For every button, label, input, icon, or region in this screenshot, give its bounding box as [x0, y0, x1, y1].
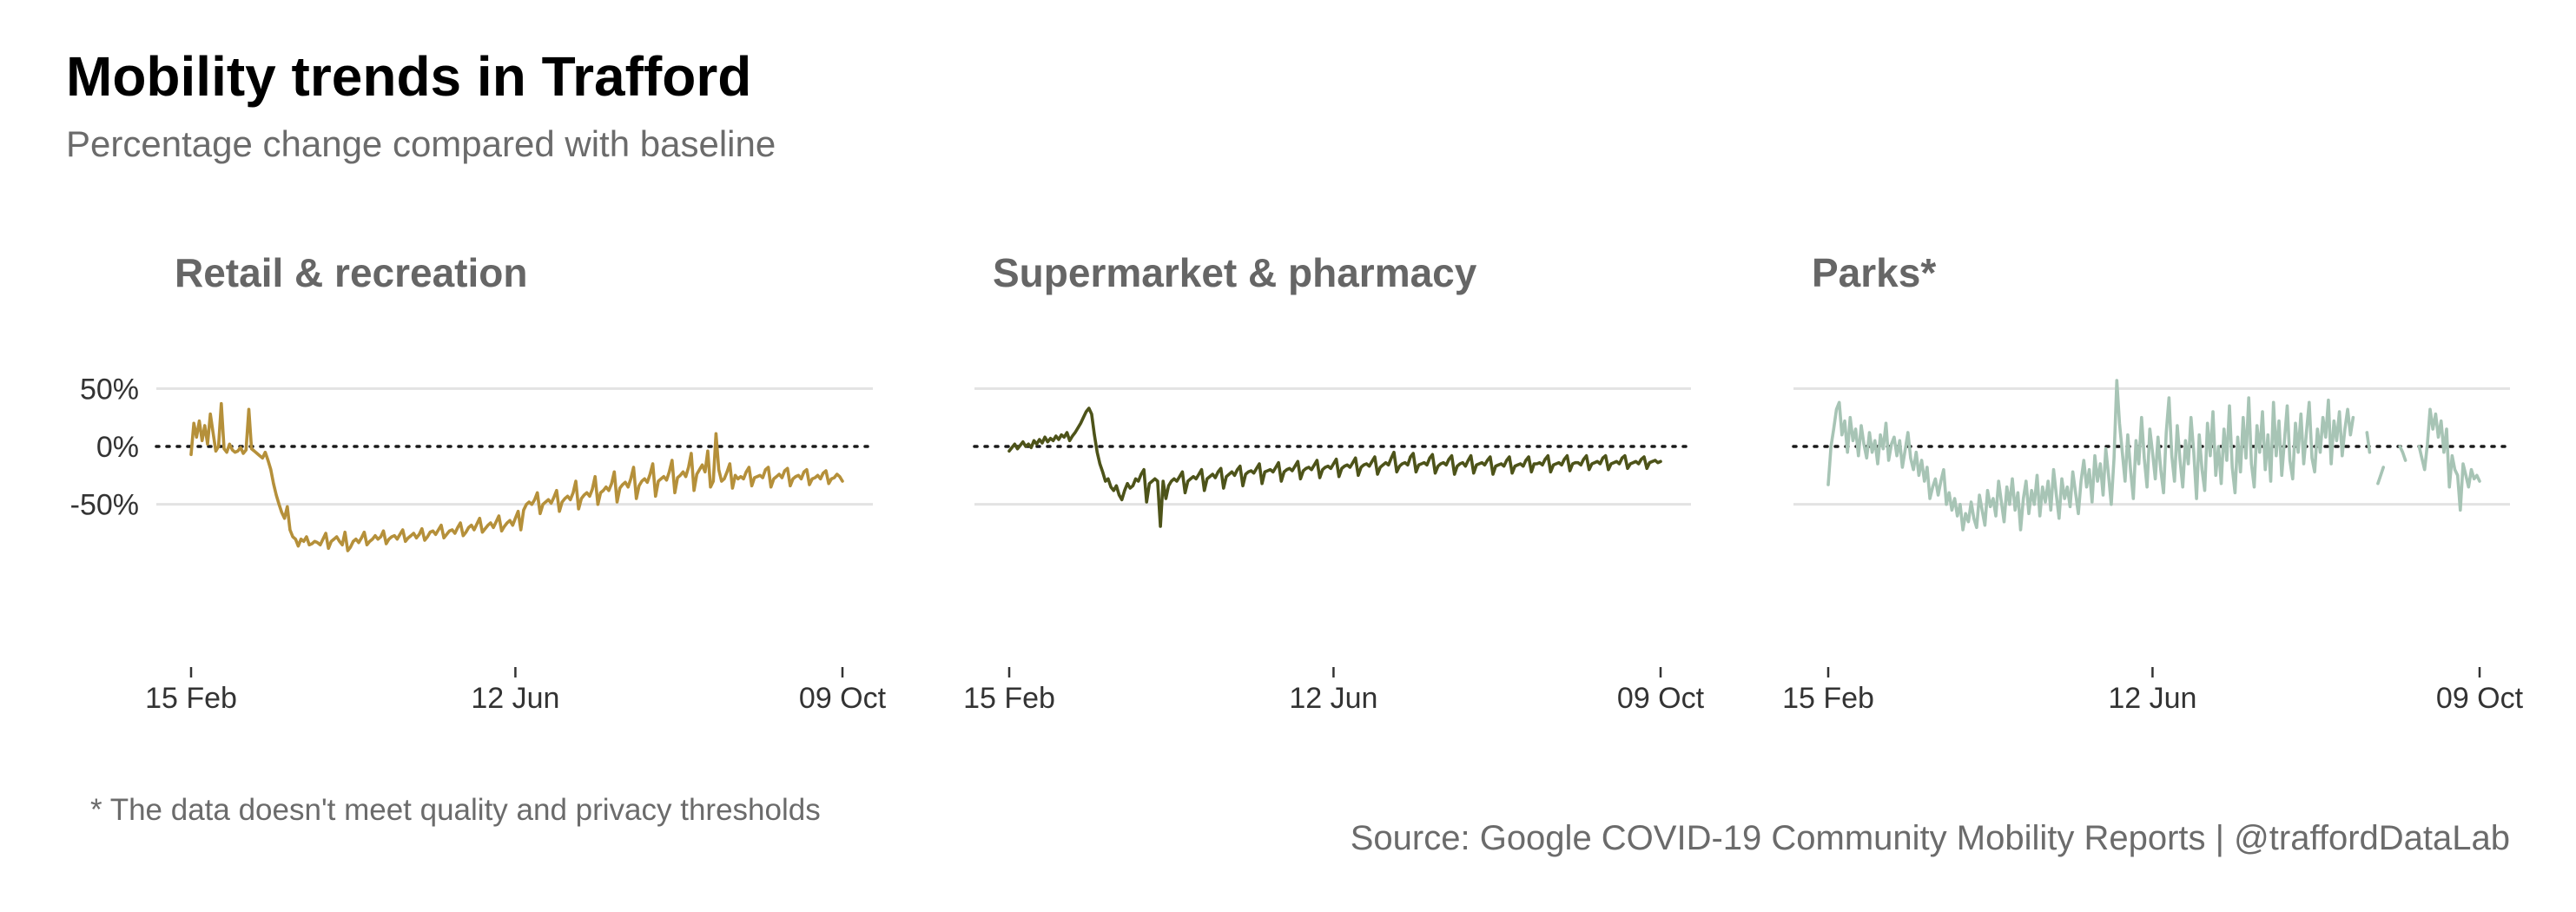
x-tick-label: 15 Feb [145, 682, 237, 715]
facet-panels: Retail & recreation 50% 0% -50% 15 Feb 12 Jun… [70, 250, 2524, 715]
panel-1: Supermarket & pharmacy 15 Feb 12 Jun 09 Oct [963, 250, 1705, 715]
source-caption: Source: Google COVID-19 Community Mobili… [1351, 819, 2510, 857]
chart-subtitle: Percentage change compared with baseline [66, 123, 776, 164]
x-tick-label: 12 Jun [471, 682, 559, 715]
panel-2: Parks* 15 Feb 12 Jun 09 Oct [1782, 250, 2524, 715]
x-tick-label: 12 Jun [1289, 682, 1377, 715]
series-line [189, 401, 844, 552]
panel-0: Retail & recreation 50% 0% -50% 15 Feb 12 Jun… [70, 250, 887, 715]
series-line [1007, 406, 1662, 528]
y-tick-label: 0% [96, 431, 139, 464]
panel-title: Supermarket & pharmacy [993, 250, 1477, 295]
x-tick-label: 09 Oct [799, 682, 887, 715]
x-tick-label: 09 Oct [2436, 682, 2524, 715]
y-tick-label: -50% [70, 489, 139, 522]
x-tick-label: 12 Jun [2108, 682, 2196, 715]
series-line [1826, 379, 2481, 532]
panel-title: Retail & recreation [175, 250, 527, 295]
panel-title: Parks* [1812, 250, 1936, 295]
x-tick-label: 09 Oct [1617, 682, 1705, 715]
chart-title: Mobility trends in Trafford [66, 45, 751, 108]
x-tick-label: 15 Feb [963, 682, 1055, 715]
x-tick-label: 15 Feb [1782, 682, 1874, 715]
y-tick-label: 50% [80, 373, 139, 406]
footnote: * The data doesn't meet quality and priv… [90, 793, 821, 827]
